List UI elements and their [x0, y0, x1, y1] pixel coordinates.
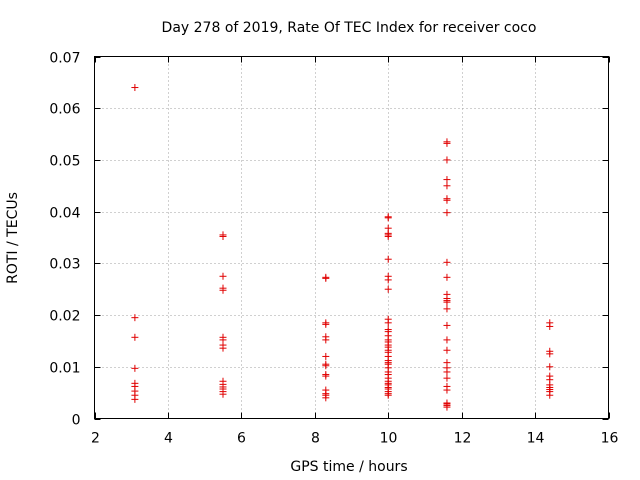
data-point — [443, 374, 451, 382]
data-point — [546, 363, 554, 371]
y-tick-label: 0.06 — [49, 102, 80, 118]
tick-labels: 2 4 6 8 10 12 14 16 0 0.01 0.02 0.03 0.04 0.05 0.06 0.0… — [49, 51, 618, 447]
data-point — [443, 386, 451, 394]
data-point — [546, 391, 554, 399]
data-point — [322, 320, 330, 328]
y-tick-label: 0.04 — [49, 206, 80, 222]
data-point — [443, 336, 451, 344]
data-point — [131, 333, 139, 341]
data-point — [443, 156, 451, 164]
data-point — [384, 391, 392, 399]
data-point — [384, 319, 392, 327]
data-point — [443, 321, 451, 329]
data-point — [131, 84, 139, 92]
data-point — [443, 139, 451, 147]
data-points — [131, 84, 554, 411]
x-tick-label: 6 — [237, 431, 246, 447]
data-point — [384, 276, 392, 284]
data-point — [322, 274, 330, 282]
x-tick-label: 4 — [164, 431, 173, 447]
x-tick-label: 16 — [601, 431, 619, 447]
data-point — [443, 298, 451, 306]
data-point — [443, 273, 451, 281]
x-tick-label: 14 — [527, 431, 545, 447]
axis-ticks — [94, 56, 610, 420]
chart-title: Day 278 of 2019, Rate Of TEC Index for r… — [162, 20, 537, 36]
data-point — [322, 352, 330, 360]
data-point — [219, 272, 227, 280]
y-tick-label: 0.03 — [49, 257, 80, 273]
data-point — [384, 232, 392, 240]
data-point — [443, 403, 451, 411]
x-tick-label: 12 — [454, 431, 472, 447]
data-point — [443, 346, 451, 354]
x-tick-label: 2 — [91, 431, 100, 447]
x-axis-label: GPS time / hours — [290, 459, 407, 475]
y-tick-label: 0 — [72, 413, 81, 429]
plot-frame — [94, 56, 609, 419]
y-tick-label: 0.01 — [49, 361, 80, 377]
data-point — [443, 305, 451, 313]
data-point — [443, 368, 451, 376]
x-tick-label: 10 — [380, 431, 398, 447]
data-point — [443, 196, 451, 204]
data-point — [443, 176, 451, 184]
data-point — [219, 344, 227, 352]
data-point — [322, 394, 330, 402]
data-point — [546, 322, 554, 330]
data-point — [546, 350, 554, 358]
data-point — [443, 258, 451, 266]
data-point — [131, 395, 139, 403]
data-point — [131, 314, 139, 322]
data-point — [384, 255, 392, 263]
y-tick-label: 0.05 — [49, 154, 80, 170]
data-point — [322, 362, 330, 370]
data-point — [443, 182, 451, 190]
y-tick-label: 0.07 — [49, 51, 80, 67]
data-point — [443, 209, 451, 217]
y-axis-label: ROTI / TECUs — [5, 192, 21, 284]
data-point — [384, 214, 392, 222]
data-point — [219, 232, 227, 240]
x-tick-label: 8 — [311, 431, 320, 447]
data-point — [131, 364, 139, 372]
data-point — [322, 372, 330, 380]
grid-lines — [94, 56, 609, 419]
data-point — [322, 336, 330, 344]
data-point — [219, 390, 227, 398]
data-point — [384, 285, 392, 293]
data-point — [219, 286, 227, 294]
y-tick-label: 0.02 — [49, 309, 80, 325]
